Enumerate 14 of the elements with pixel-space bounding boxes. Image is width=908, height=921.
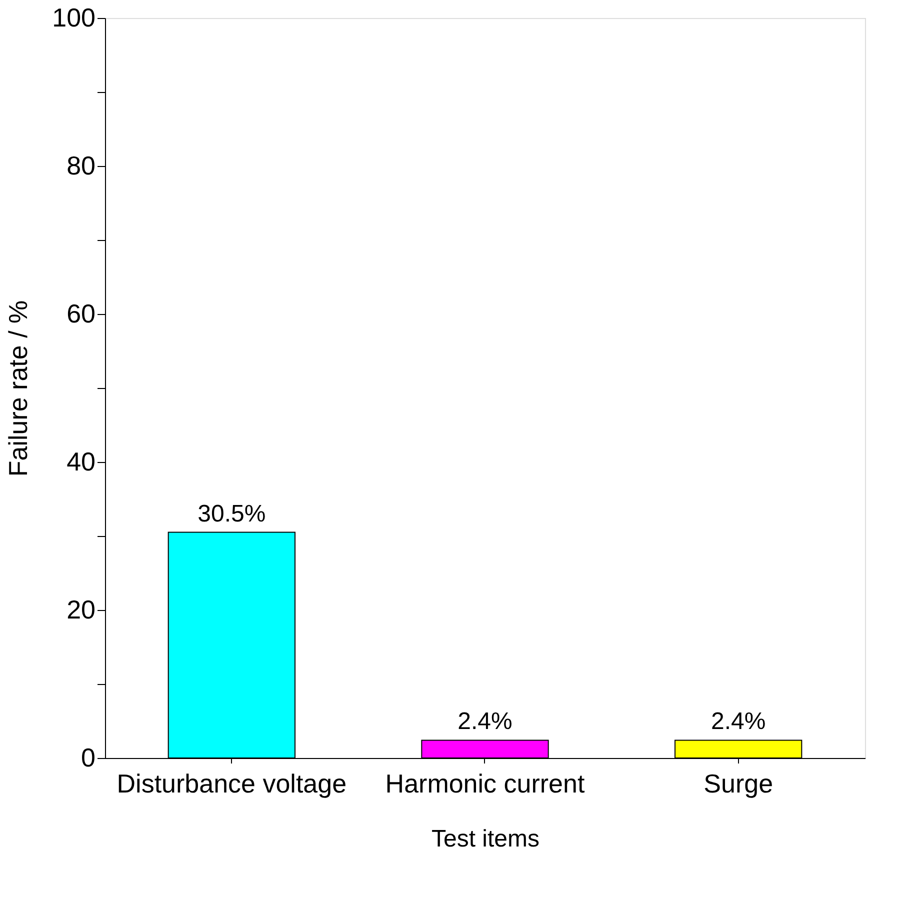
y-axis-title: Failure rate / % xyxy=(3,300,34,477)
x-axis-title: Test items xyxy=(431,826,540,852)
y-tick-label: 20 xyxy=(66,594,96,624)
y-tick-label: 0 xyxy=(81,742,96,772)
x-tick-label: Disturbance voltage xyxy=(116,768,347,798)
y-tick-label: 100 xyxy=(52,2,96,32)
y-tick-label: 60 xyxy=(66,298,96,328)
y-tick-label: 80 xyxy=(66,150,96,180)
x-tick-label: Harmonic current xyxy=(385,768,586,798)
y-tick-label: 40 xyxy=(66,446,96,476)
data-label: 2.4% xyxy=(710,708,766,736)
x-tick-label: Surge xyxy=(704,768,774,798)
data-label: 30.5% xyxy=(198,500,266,528)
data-label: 2.4% xyxy=(458,708,512,736)
